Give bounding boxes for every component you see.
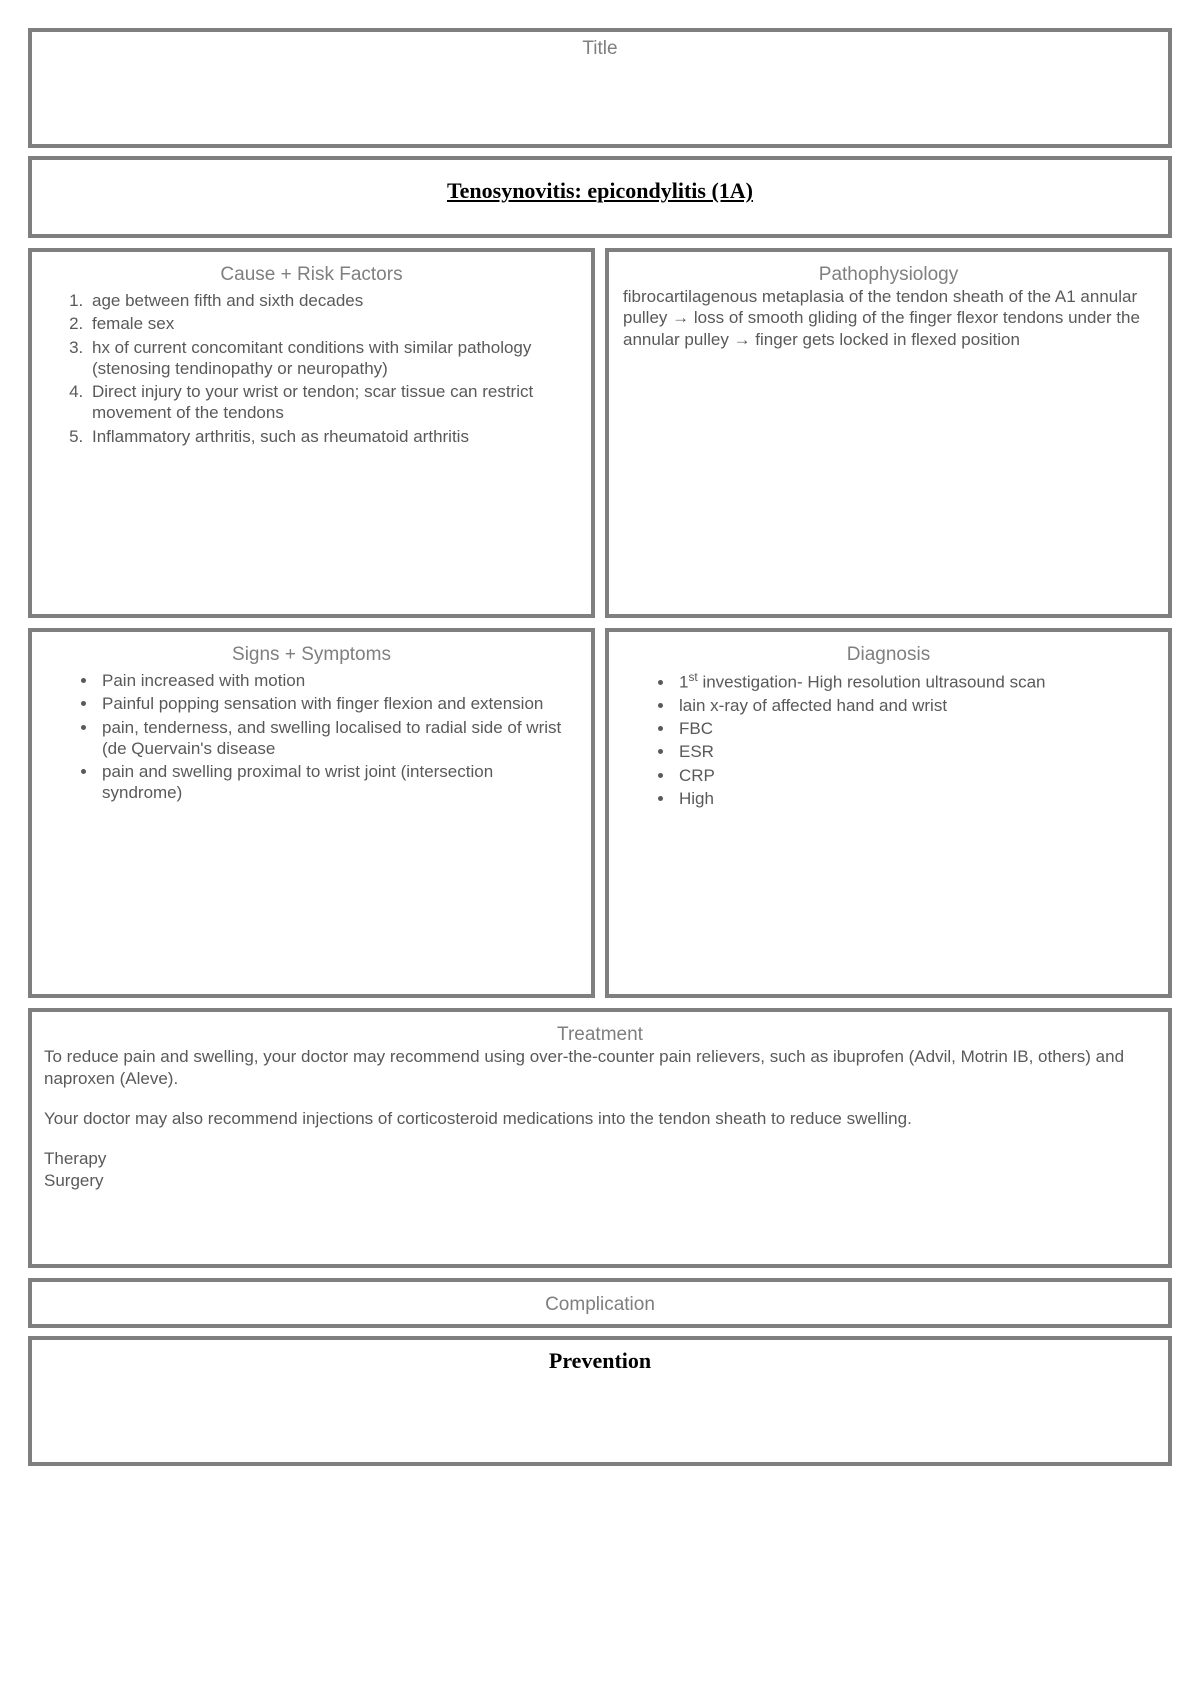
prevention-box: Prevention <box>28 1336 1172 1466</box>
main-heading-section: Tenosynovitis: epicondylitis (1A) <box>28 156 1172 238</box>
signs-list: Pain increased with motionPainful poppin… <box>46 670 577 804</box>
cause-item: hx of current concomitant conditions wit… <box>88 337 577 380</box>
signs-item: pain, tenderness, and swelling localised… <box>98 717 577 760</box>
diagnosis-item: FBC <box>675 718 1154 739</box>
signs-heading: Signs + Symptoms <box>46 644 577 666</box>
signs-item: Pain increased with motion <box>98 670 577 691</box>
treatment-box: Treatment To reduce pain and swelling, y… <box>28 1008 1172 1268</box>
cause-list: age between fifth and sixth decadesfemal… <box>46 290 577 447</box>
diagnosis-item: High <box>675 788 1154 809</box>
cause-item: Direct injury to your wrist or tendon; s… <box>88 381 577 424</box>
diagnosis-item: ESR <box>675 741 1154 762</box>
diagnosis-list: 1st investigation- High resolution ultra… <box>623 670 1154 809</box>
row-cause-patho: Cause + Risk Factors age between fifth a… <box>28 248 1172 618</box>
signs-box: Signs + Symptoms Pain increased with mot… <box>28 628 595 998</box>
patho-text: fibrocartilagenous metaplasia of the ten… <box>623 286 1154 350</box>
patho-heading: Pathophysiology <box>623 264 1154 286</box>
main-heading: Tenosynovitis: epicondylitis (1A) <box>42 178 1158 204</box>
cause-heading: Cause + Risk Factors <box>46 264 577 286</box>
cause-item: age between fifth and sixth decades <box>88 290 577 311</box>
diagnosis-item: lain x-ray of affected hand and wrist <box>675 695 1154 716</box>
cause-item: Inflammatory arthritis, such as rheumato… <box>88 426 577 447</box>
complication-box: Complication <box>28 1278 1172 1328</box>
diagnosis-heading: Diagnosis <box>623 644 1154 666</box>
treatment-line: Surgery <box>44 1170 1156 1192</box>
prevention-heading: Prevention <box>32 1348 1168 1374</box>
diagnosis-item: CRP <box>675 765 1154 786</box>
title-placeholder-label: Title <box>32 38 1168 60</box>
diagnosis-box: Diagnosis 1st investigation- High resolu… <box>605 628 1172 998</box>
title-section: Title <box>28 28 1172 148</box>
treatment-paragraph: To reduce pain and swelling, your doctor… <box>44 1046 1156 1090</box>
treatment-line: Therapy <box>44 1148 1156 1170</box>
cause-item: female sex <box>88 313 577 334</box>
treatment-body: To reduce pain and swelling, your doctor… <box>44 1046 1156 1192</box>
page: Title Tenosynovitis: epicondylitis (1A) … <box>0 0 1200 1526</box>
cause-box: Cause + Risk Factors age between fifth a… <box>28 248 595 618</box>
signs-item: Painful popping sensation with finger fl… <box>98 693 577 714</box>
treatment-heading: Treatment <box>44 1024 1156 1046</box>
signs-item: pain and swelling proximal to wrist join… <box>98 761 577 804</box>
complication-heading: Complication <box>32 1294 1168 1316</box>
treatment-paragraph: Your doctor may also recommend injection… <box>44 1108 1156 1130</box>
patho-box: Pathophysiology fibrocartilagenous metap… <box>605 248 1172 618</box>
diagnosis-item: 1st investigation- High resolution ultra… <box>675 670 1154 693</box>
row-signs-diagnosis: Signs + Symptoms Pain increased with mot… <box>28 628 1172 998</box>
